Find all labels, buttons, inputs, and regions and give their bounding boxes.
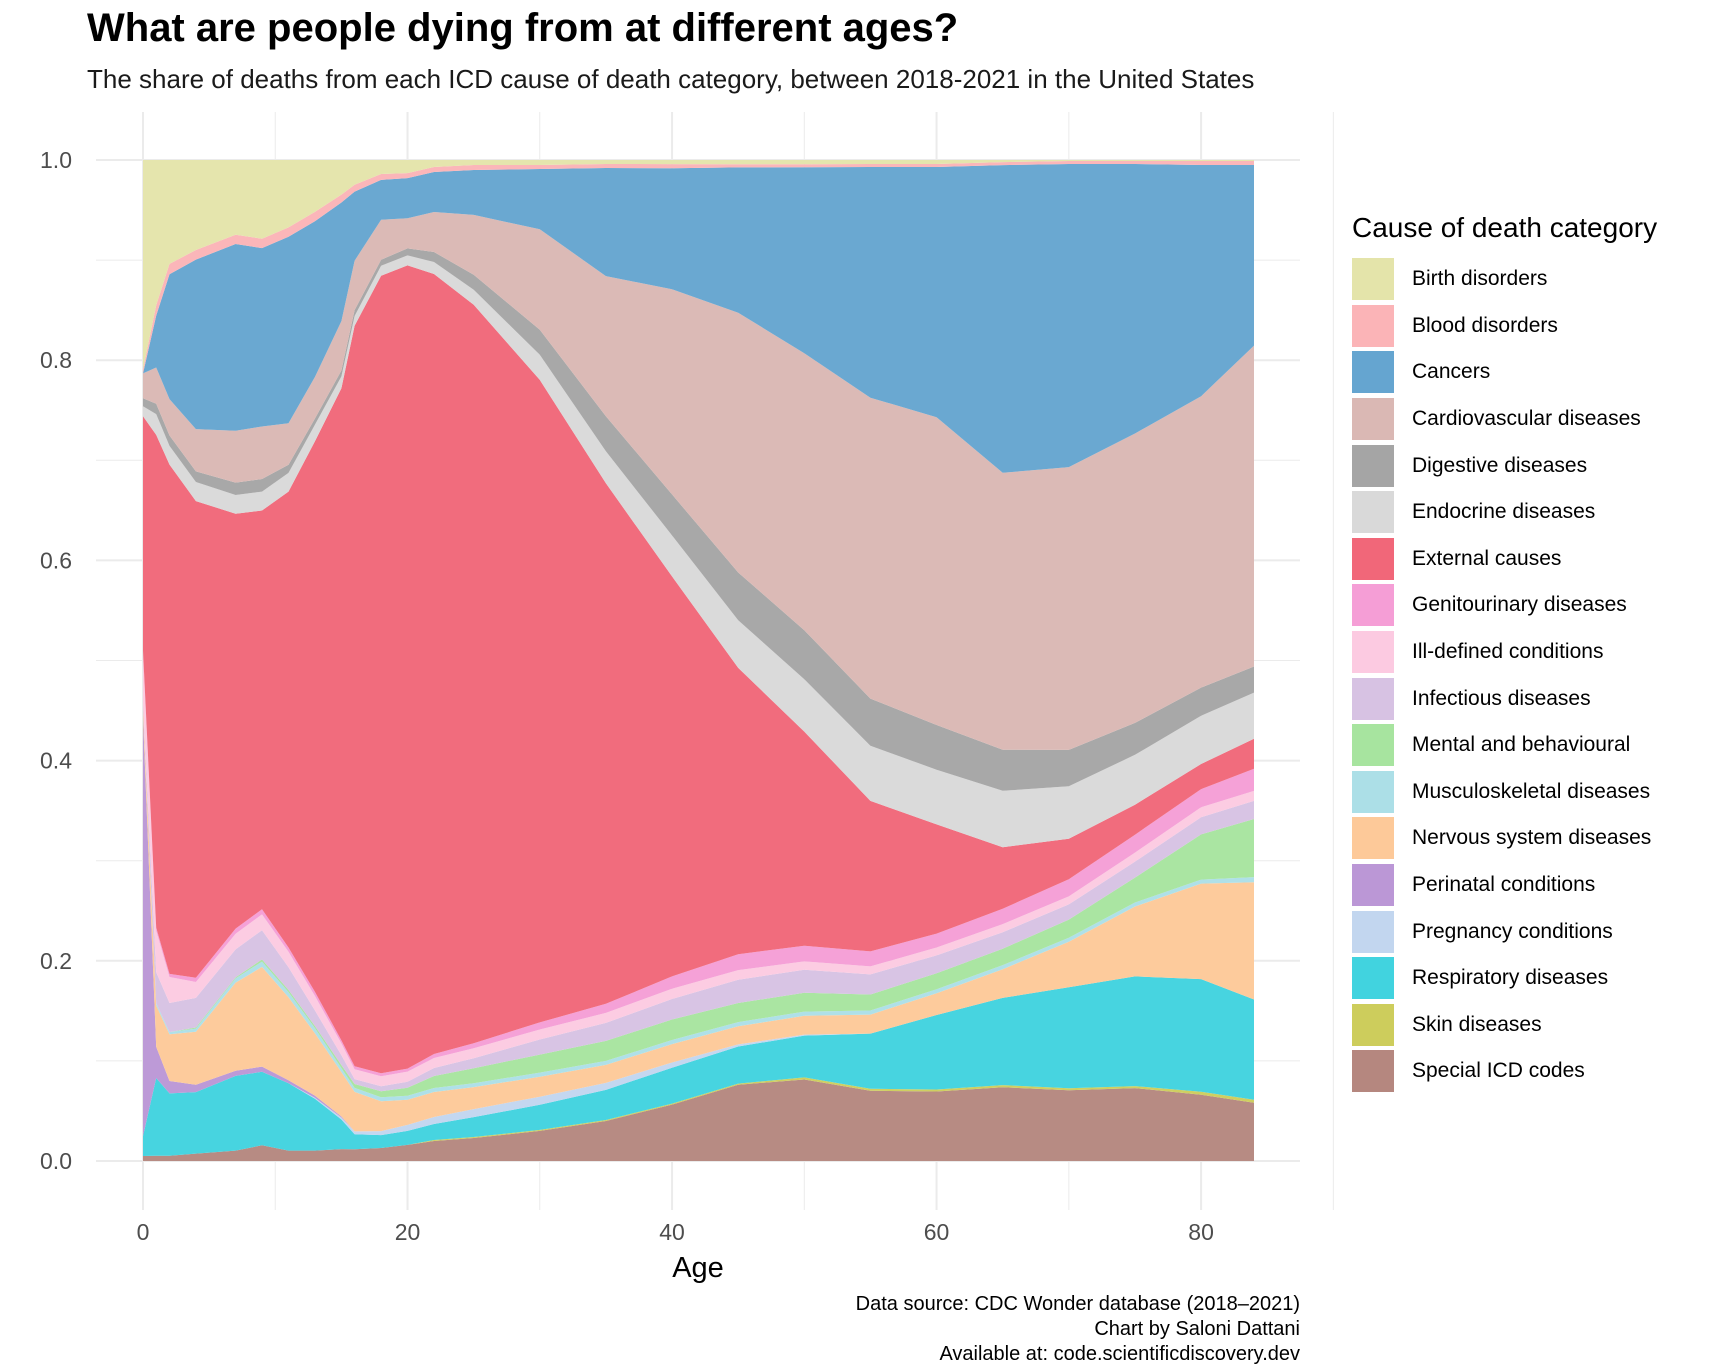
legend-swatch [1352, 398, 1394, 441]
x-tick-label: 80 [1188, 1219, 1214, 1245]
caption-link: Available at: code.scientificdiscovery.d… [939, 1343, 1300, 1365]
legend-item: Ill-defined conditions [1352, 629, 1657, 676]
area-birth-disorders [143, 160, 1254, 370]
y-tick-label: 0.2 [40, 948, 72, 974]
area-nervous-system-diseases [143, 707, 1254, 1132]
legend-item: External causes [1352, 536, 1657, 583]
legend-swatch [1352, 537, 1394, 580]
legend-swatch [1352, 584, 1394, 627]
x-tick-label: 0 [137, 1219, 150, 1245]
chart-subtitle: The share of deaths from each ICD cause … [87, 64, 1255, 94]
y-tick-label: 1.0 [40, 147, 72, 173]
legend-swatch [1352, 864, 1394, 907]
legend-items: Birth disorders Blood disorders Cancers Car… [1352, 256, 1657, 1095]
legend-label: Cardiovascular diseases [1412, 407, 1641, 431]
legend-label: Blood disorders [1412, 313, 1558, 337]
legend-item: Endocrine diseases [1352, 489, 1657, 536]
legend-label: Special ICD codes [1412, 1059, 1585, 1083]
legend-swatch [1352, 1050, 1394, 1093]
legend-item: Cardiovascular diseases [1352, 396, 1657, 443]
legend-item: Musculoskeletal diseases [1352, 769, 1657, 816]
x-tick-label: 20 [395, 1219, 421, 1245]
legend-item: Mental and behavioural [1352, 722, 1657, 769]
area-pregnancy-conditions [143, 976, 1254, 1137]
area-cardiovascular-diseases [143, 212, 1254, 750]
legend-swatch [1352, 910, 1394, 953]
legend-item: Skin diseases [1352, 1002, 1657, 1049]
legend-label: Perinatal conditions [1412, 873, 1596, 897]
legend-item: Infectious diseases [1352, 675, 1657, 722]
legend-item: Birth disorders [1352, 256, 1657, 303]
legend-swatch [1352, 724, 1394, 767]
legend-label: Genitourinary diseases [1412, 593, 1627, 617]
chart-title: What are people dying from at different … [87, 6, 959, 50]
legend-label: Ill-defined conditions [1412, 640, 1604, 664]
legend-item: Respiratory diseases [1352, 955, 1657, 1002]
caption-author: Chart by Saloni Dattani [1094, 1318, 1300, 1340]
legend-swatch [1352, 677, 1394, 720]
legend-label: Musculoskeletal diseases [1412, 779, 1651, 803]
legend-item: Perinatal conditions [1352, 862, 1657, 909]
legend-label: Infectious diseases [1412, 686, 1591, 710]
x-axis-ticks: 0 20 40 60 80 [137, 1219, 1214, 1245]
x-tick-label: 40 [659, 1219, 685, 1245]
caption: Data source: CDC Wonder database (2018–2… [856, 1292, 1300, 1367]
legend-label: Skin diseases [1412, 1012, 1542, 1036]
legend-swatch [1352, 1003, 1394, 1046]
y-axis-ticks: 0.0 0.2 0.4 0.6 0.8 1.0 [40, 147, 72, 1174]
legend-title: Cause of death category [1352, 212, 1658, 243]
legend-swatch [1352, 817, 1394, 860]
x-axis-title: Age [672, 1252, 724, 1284]
legend-item: Nervous system diseases [1352, 815, 1657, 862]
legend-label: Digestive diseases [1412, 453, 1588, 477]
area-mental-and-behavioural [143, 707, 1254, 1098]
legend-label: External causes [1412, 546, 1562, 570]
legend-label: Nervous system diseases [1412, 826, 1652, 850]
caption-source: Data source: CDC Wonder database (2018–2… [855, 1293, 1300, 1315]
legend-item: Blood disorders [1352, 303, 1657, 350]
area-endocrine-diseases [143, 255, 1254, 848]
legend-swatch [1352, 258, 1394, 301]
legend-swatch [1352, 631, 1394, 674]
legend-item: Cancers [1352, 349, 1657, 396]
y-tick-label: 0.0 [40, 1148, 72, 1174]
y-tick-label: 0.8 [40, 347, 72, 373]
y-tick-label: 0.4 [40, 748, 72, 774]
legend-label: Respiratory diseases [1412, 966, 1609, 990]
legend-label: Birth disorders [1412, 267, 1548, 291]
legend-swatch [1352, 957, 1394, 1000]
legend-item: Pregnancy conditions [1352, 908, 1657, 955]
legend-item: Special ICD codes [1352, 1048, 1657, 1095]
legend-swatch [1352, 444, 1394, 487]
legend-swatch [1352, 491, 1394, 534]
area-respiratory-diseases [143, 976, 1254, 1156]
legend-swatch [1352, 770, 1394, 813]
legend-swatch [1352, 304, 1394, 347]
stacked-area-chart: 0.0 0.2 0.4 0.6 0.8 1.0 0 20 40 60 80 Age [40, 112, 1334, 1284]
legend-label: Endocrine diseases [1412, 500, 1596, 524]
legend: Cause of death category Birth disorders B… [1352, 212, 1657, 1095]
area-cancers [143, 164, 1254, 473]
area-series [143, 160, 1254, 1161]
legend-label: Mental and behavioural [1412, 733, 1631, 757]
area-special-icd-codes [143, 1079, 1254, 1161]
y-tick-label: 0.6 [40, 547, 72, 573]
legend-swatch [1352, 351, 1394, 394]
legend-label: Cancers [1412, 360, 1491, 384]
legend-item: Digestive diseases [1352, 442, 1657, 489]
legend-item: Genitourinary diseases [1352, 582, 1657, 629]
area-external-causes [143, 265, 1254, 1074]
area-digestive-diseases [143, 248, 1254, 791]
x-tick-label: 60 [924, 1219, 950, 1245]
legend-label: Pregnancy conditions [1412, 919, 1613, 943]
